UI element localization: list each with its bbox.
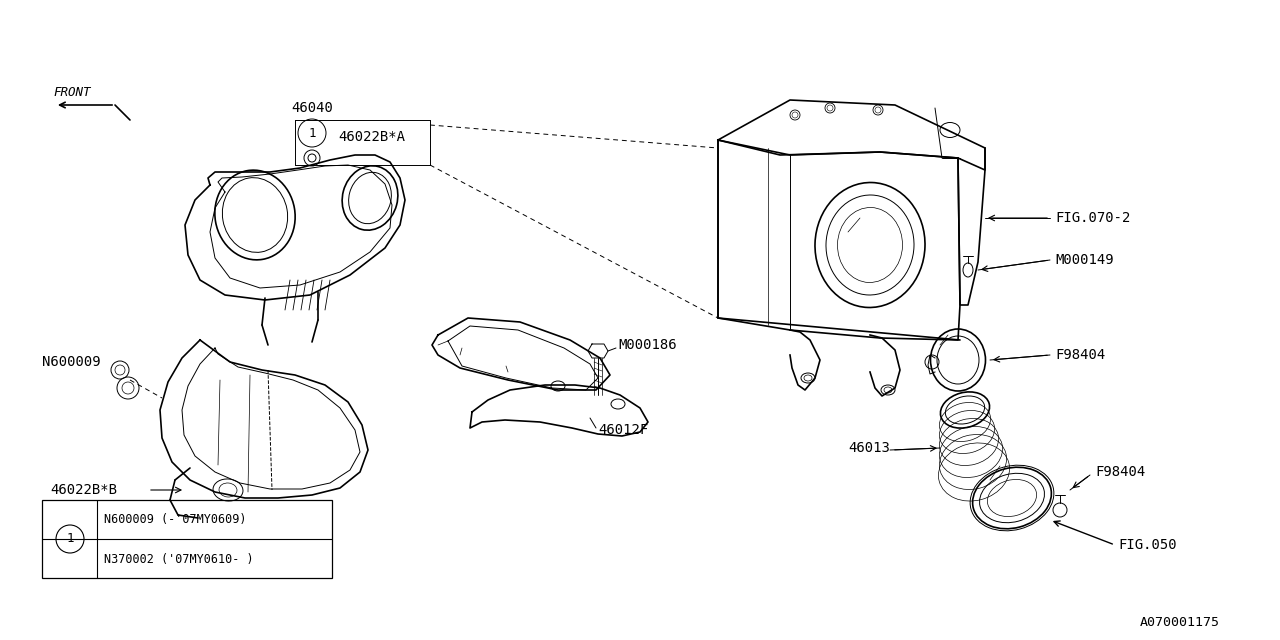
Text: 46012F: 46012F: [598, 423, 648, 437]
Text: N600009: N600009: [42, 355, 101, 369]
Text: 46022B*A: 46022B*A: [338, 130, 404, 144]
Text: M000186: M000186: [618, 338, 677, 352]
Text: 46022B*B: 46022B*B: [50, 483, 116, 497]
Text: FRONT: FRONT: [54, 86, 91, 99]
Text: 46040: 46040: [291, 101, 333, 115]
Text: M000149: M000149: [1055, 253, 1114, 267]
Text: FIG.070-2: FIG.070-2: [1055, 211, 1130, 225]
Bar: [42, 500, 332, 578]
Text: FIG.050: FIG.050: [1117, 538, 1176, 552]
Text: F98404: F98404: [1094, 465, 1146, 479]
Text: 1: 1: [67, 532, 74, 545]
Text: 1: 1: [308, 127, 316, 140]
Text: 46013: 46013: [849, 441, 890, 455]
Text: F98404: F98404: [1055, 348, 1105, 362]
Text: N600009 (-'07MY0609): N600009 (-'07MY0609): [104, 513, 247, 527]
Text: N370002 ('07MY0610- ): N370002 ('07MY0610- ): [104, 552, 253, 566]
Text: A070001175: A070001175: [1140, 616, 1220, 628]
